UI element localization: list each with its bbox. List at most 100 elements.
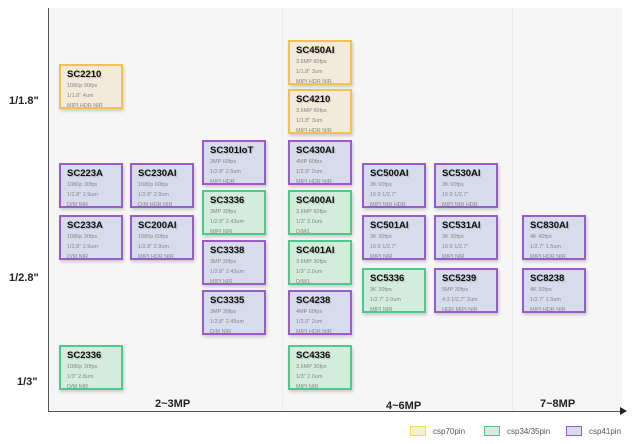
sensor-spec: 3K 60fps	[370, 182, 392, 188]
sensor-spec: 1/3" 2.8um	[67, 374, 94, 380]
sensor-box-sc3338: SC3338 3MP 30fps 1/2.8" 2.43um MIPI NIR	[202, 240, 266, 285]
sensor-box-sc2210: SC2210 1080p 90fps 1/1.8" 4um MIPI HDR NIR	[59, 64, 123, 109]
sensor-spec: 3K 30fps	[370, 287, 392, 293]
sensor-name: SC501AI	[370, 220, 409, 231]
legend-item: csp34/35pin	[484, 426, 550, 436]
sensor-name: SC2210	[67, 69, 102, 80]
legend-label: csp70pin	[433, 426, 466, 436]
sensor-name: SC830AI	[530, 220, 569, 231]
sensor-spec: 1080p 30fps	[67, 234, 98, 240]
sensor-spec: 1/3" 2.0um	[296, 374, 323, 380]
sensor-spec: MIPI HDR NIR	[296, 329, 332, 335]
sensor-spec: 4K 40fps	[530, 234, 552, 240]
sensor-box-sc501ai: SC501AI 3K 30fps 16:9 1/2.7" MIPI NIR	[362, 215, 426, 260]
sensor-spec: 1/2.8" 2.9um	[67, 192, 98, 198]
sensor-spec: 1080p 60fps	[138, 182, 169, 188]
sensor-spec: 1/1.8" 3um	[296, 118, 323, 124]
sensor-spec: 1/1.8" 3um	[296, 69, 323, 75]
sensor-name: SC3335	[210, 295, 245, 306]
sensor-spec: MIPI HDR NIR	[67, 103, 103, 109]
sensor-name: SC223A	[67, 168, 103, 179]
sensor-box-sc531ai: SC531AI 3K 30fps 16:9 1/2.7" MIPI NIR	[434, 215, 498, 260]
sensor-box-sc230ai: SC230AI 1080p 60fps 1/2.8" 2.9um D/M HDR NI…	[130, 163, 194, 208]
y-label: 1/1.8"	[9, 95, 39, 107]
sensor-spec: 1080p 90fps	[67, 83, 98, 89]
sensor-box-sc401ai: SC401AI 3.6MP 30fps 1/3" 2.0um D/M/L	[288, 240, 352, 285]
sensor-spec: 1/2.8" 2.9um	[138, 192, 169, 198]
sensor-spec: 1/2.8" 2.9um	[138, 244, 169, 250]
sensor-spec: 3K 30fps	[370, 234, 392, 240]
sensor-box-sc2336: SC2336 1080p 30fps 1/3" 2.8um D/M NIR	[59, 345, 123, 390]
sensor-box-sc3336: SC3336 3MP 30fps 1/2.8" 2.43um MIPI NIR	[202, 190, 266, 235]
sensor-name: SC230AI	[138, 168, 177, 179]
sensor-spec: 3.6MP 30fps	[296, 259, 327, 265]
sensor-name: SC4336	[296, 350, 331, 361]
y-label: 1/2.8"	[9, 272, 39, 284]
legend-swatch	[484, 426, 500, 436]
column-divider	[512, 8, 513, 411]
legend-label: csp41pin	[589, 426, 622, 436]
sensor-spec: 16:9 1/2.7"	[370, 192, 397, 198]
x-axis-arrow-icon	[620, 407, 627, 415]
sensor-spec: 3K 30fps	[442, 234, 464, 240]
sensor-spec: 1/3" 2.0um	[296, 219, 323, 225]
legend-item: csp41pin	[566, 426, 621, 436]
sensor-spec: D/M NIR	[67, 202, 89, 208]
sensor-spec: 1080p 60fps	[138, 234, 169, 240]
sensor-spec: MIPI HDR NIR	[296, 128, 332, 134]
sensor-box-sc830ai: SC830AI 4K 40fps 1/2.7" 1.5um MIPI HDR NIR	[522, 215, 586, 260]
sensor-spec: 1/3" 2.0um	[296, 269, 323, 275]
sensor-spec: 16:9 1/2.7"	[442, 244, 469, 250]
sensor-spec: 16:9 1/2.7"	[370, 244, 397, 250]
sensor-spec: 5MP 30fps	[442, 287, 469, 293]
sensor-box-sc400ai: SC400AI 3.6MP 60fps 1/3" 2.0um D/M/L	[288, 190, 352, 235]
sensor-spec: 4K 30fps	[530, 287, 552, 293]
sensor-spec: 1/2.7" 1.5um	[530, 297, 561, 303]
sensor-spec: MIPI HDR NIR	[138, 254, 174, 260]
sensor-box-sc5239: SC5239 5MP 30fps 4:3 1/2.7" 2um HDR MIPI NI…	[434, 268, 498, 313]
sensor-spec: D/M/L	[296, 279, 311, 285]
x-label: 7~8MP	[540, 398, 576, 410]
sensor-spec: 1/2.7" 1.5um	[530, 244, 561, 250]
sensor-name: SC200AI	[138, 220, 177, 231]
y-label: 1/3"	[17, 376, 38, 388]
sensor-spec: 3MP 30fps	[210, 309, 237, 315]
sensor-spec: D/M NIR	[210, 329, 232, 335]
sensor-name: SC430AI	[296, 145, 335, 156]
sensor-box-sc430ai: SC430AI 4MP 60fps 1/2.9" 2um MIPI HDR NIR	[288, 140, 352, 185]
sensor-spec: 1/2.8" 2.45um	[210, 319, 245, 325]
sensor-spec: 3.6MP 60fps	[296, 209, 327, 215]
sensor-spec: D/M HDR NIR	[138, 202, 173, 208]
sensor-spec: 3.6MP 60fps	[296, 108, 327, 114]
sensor-name: SC450AI	[296, 45, 335, 56]
x-label: 2~3MP	[155, 398, 191, 410]
sensor-spec: D/M/L	[296, 229, 311, 235]
sensor-name: SC400AI	[296, 195, 335, 206]
sensor-spec: 1080p 30fps	[67, 182, 98, 188]
legend-label: csp34/35pin	[507, 426, 551, 436]
sensor-name: SC401AI	[296, 245, 335, 256]
sensor-box-sc4336: SC4336 3.6MP 30fps 1/3" 2.0um MIPI NIR	[288, 345, 352, 390]
sensor-box-sc200ai: SC200AI 1080p 60fps 1/2.8" 2.9um MIPI HDR N…	[130, 215, 194, 260]
sensor-box-sc301iot: SC301IoT 3MP 60fps 1/2.8" 2.5um MIPI HDR	[202, 140, 266, 185]
sensor-box-sc8238: SC8238 4K 30fps 1/2.7" 1.5um MIPI HDR NIR	[522, 268, 586, 313]
x-label: 4~6MP	[386, 400, 422, 412]
sensor-name: SC5239	[442, 273, 477, 284]
sensor-name: SC301IoT	[210, 145, 254, 156]
sensor-box-sc450ai: SC450AI 3.6MP 60fps 1/1.8" 3um MIPI HDR NIR	[288, 40, 352, 85]
sensor-name: SC500AI	[370, 168, 409, 179]
sensor-spec: MIPI NIR	[296, 384, 319, 390]
sensor-spec: 16:9 1/2.7"	[442, 192, 469, 198]
sensor-spec: 1/2.7" 2.0um	[370, 297, 401, 303]
sensor-spec: 1/2.8" 2.9um	[67, 244, 98, 250]
sensor-spec: D/M NIR	[67, 384, 89, 390]
sensor-spec: 1/2.8" 2.5um	[210, 169, 241, 175]
sensor-name: SC3338	[210, 245, 245, 256]
y-axis	[48, 8, 49, 411]
sensor-name: SC4238	[296, 295, 331, 306]
sensor-box-sc4210: SC4210 3.6MP 60fps 1/1.8" 3um MIPI HDR NIR	[288, 89, 352, 134]
sensor-spec: MIPI NIR HDR	[442, 202, 478, 208]
sensor-box-sc4238: SC4238 4MP 60fps 1/2.9" 2um MIPI HDR NIR	[288, 290, 352, 335]
sensor-spec: MIPI NIR	[370, 254, 393, 260]
sensor-spec: MIPI NIR	[210, 279, 233, 285]
